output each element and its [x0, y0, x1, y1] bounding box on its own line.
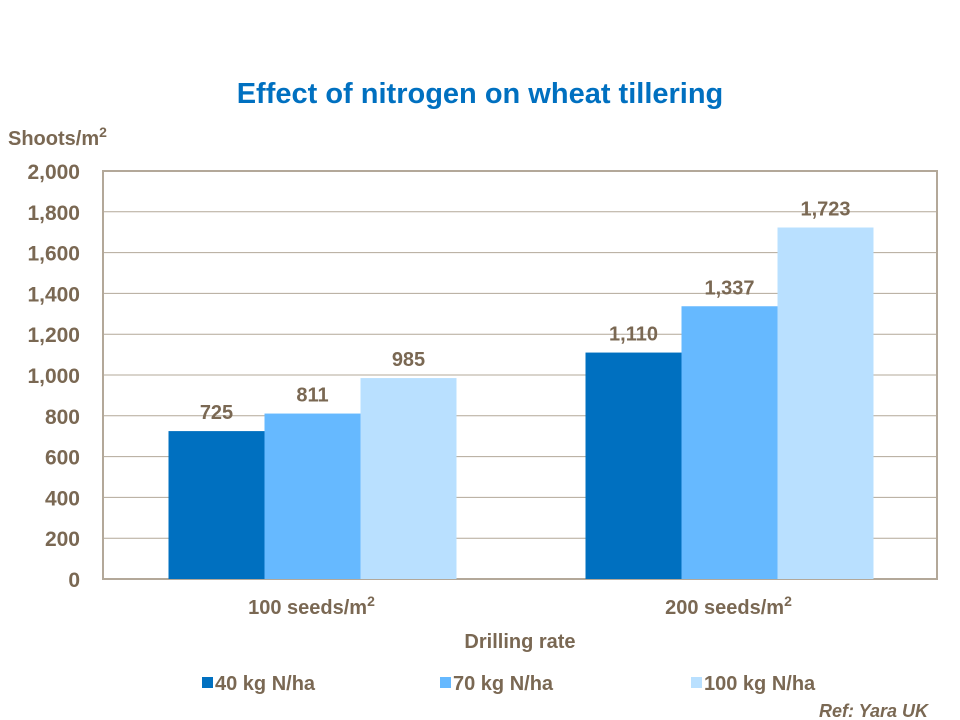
x-tick-label: 200 seeds/m2 — [665, 593, 792, 619]
legend-label: 40 kg N/ha — [215, 673, 316, 695]
legend-swatch — [202, 677, 213, 688]
y-tick-label: 800 — [45, 406, 80, 429]
legend-label: 70 kg N/ha — [453, 673, 554, 695]
reference-note: Ref: Yara UK — [819, 701, 930, 720]
x-axis-label: Drilling rate — [464, 631, 575, 653]
y-tick-label: 400 — [45, 487, 80, 510]
y-tick-label: 2,000 — [27, 161, 80, 184]
y-tick-label: 1,200 — [27, 324, 80, 347]
data-label: 1,337 — [704, 277, 754, 299]
y-tick-label: 1,400 — [27, 283, 80, 306]
data-label: 811 — [296, 385, 328, 407]
data-label: 1,723 — [800, 199, 850, 221]
data-label: 1,110 — [609, 324, 658, 346]
legend-swatch — [691, 677, 702, 688]
data-label: 985 — [392, 349, 425, 371]
bar-70-kg-n-ha — [264, 413, 361, 579]
bar-70-kg-n-ha — [681, 306, 778, 579]
y-tick-label: 1,000 — [27, 365, 80, 388]
y-tick-label: 0 — [68, 569, 80, 592]
bar-100-kg-n-ha — [777, 227, 874, 579]
legend-label: 100 kg N/ha — [704, 673, 816, 695]
y-tick-label: 600 — [45, 447, 80, 470]
bar-40-kg-n-ha — [585, 352, 682, 579]
y-tick-label: 1,600 — [27, 243, 80, 266]
data-label: 725 — [200, 402, 233, 424]
plot-area-border — [102, 170, 938, 580]
bar-100-kg-n-ha — [360, 378, 457, 579]
y-axis-label: Shoots/m2 — [8, 124, 107, 150]
y-tick-label: 1,800 — [27, 202, 80, 225]
legend-swatch — [440, 677, 451, 688]
bar-40-kg-n-ha — [168, 431, 265, 579]
chart-title: Effect of nitrogen on wheat tillering — [237, 78, 724, 110]
y-tick-label: 200 — [45, 528, 80, 551]
x-tick-label: 100 seeds/m2 — [248, 593, 375, 619]
